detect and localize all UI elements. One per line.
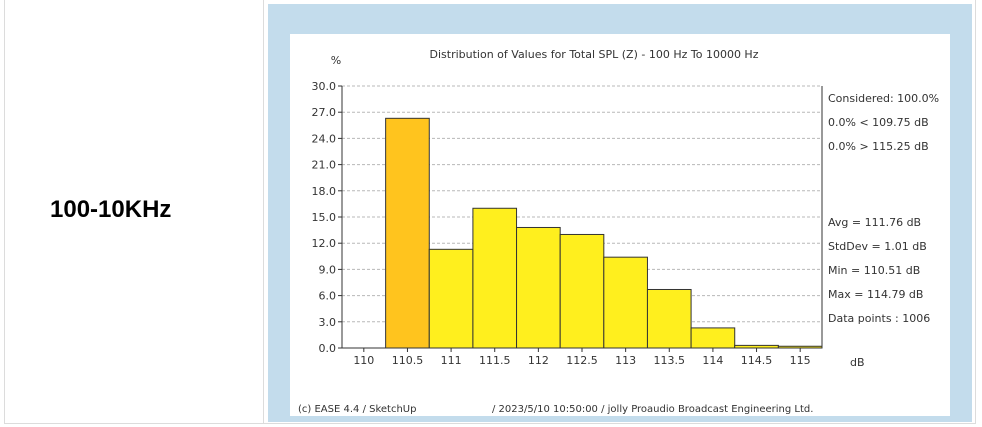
stats-line: Min = 110.51 dB xyxy=(828,264,920,277)
y-tick-label: 15.0 xyxy=(312,211,337,224)
histogram-chart: Distribution of Values for Total SPL (Z)… xyxy=(290,34,950,416)
axes xyxy=(338,85,823,352)
x-tick-labels: 110 110.5 111 111.5 112 112.5 113 113.5 114 114.5… xyxy=(353,354,810,367)
bars xyxy=(385,117,823,349)
histogram-bar xyxy=(472,207,518,349)
stats-panel: Considered: 100.0% 0.0% < 109.75 dB 0.0% >… xyxy=(828,92,939,325)
y-axis-label: % xyxy=(331,54,341,67)
x-tick-label: 112.5 xyxy=(566,354,598,367)
x-tick-label: 114.5 xyxy=(741,354,773,367)
y-tick-label: 30.0 xyxy=(312,80,337,93)
histogram-bar xyxy=(516,226,561,349)
histogram-bar xyxy=(603,256,648,349)
y-tick-label: 12.0 xyxy=(312,237,337,250)
stats-line: Considered: 100.0% xyxy=(828,92,939,105)
histogram-bar xyxy=(690,327,736,349)
y-tick-label: 27.0 xyxy=(312,106,337,119)
histogram-bar xyxy=(428,248,474,349)
table-frame xyxy=(4,0,976,424)
y-tick-label: 24.0 xyxy=(312,132,337,145)
histogram-bar xyxy=(385,117,430,349)
x-tick-label: 113.5 xyxy=(654,354,686,367)
column-divider xyxy=(263,0,264,424)
y-tick-label: 21.0 xyxy=(312,159,337,172)
histogram-bar xyxy=(646,288,692,349)
x-tick-label: 110 xyxy=(353,354,374,367)
y-tick-label: 6.0 xyxy=(319,290,337,303)
x-tick-label: 110.5 xyxy=(392,354,424,367)
y-tick-label: 3.0 xyxy=(319,316,337,329)
x-tick-label: 111.5 xyxy=(479,354,511,367)
y-tick-label: 18.0 xyxy=(312,185,337,198)
x-tick-label: 115 xyxy=(790,354,811,367)
x-tick-label: 112 xyxy=(528,354,549,367)
stats-line: StdDev = 1.01 dB xyxy=(828,240,927,253)
y-tick-labels: 0.0 3.0 6.0 9.0 12.0 15.0 18.0 21.0 24.0 27.0 30.0 xyxy=(312,80,337,355)
footer-left: (c) EASE 4.4 / SketchUp xyxy=(298,404,416,415)
chart-title: Distribution of Values for Total SPL (Z)… xyxy=(430,48,759,61)
y-tick-label: 0.0 xyxy=(319,342,337,355)
chart-panel: Distribution of Values for Total SPL (Z)… xyxy=(268,4,972,422)
x-tick-label: 114 xyxy=(702,354,723,367)
x-tick-label: 113 xyxy=(615,354,636,367)
x-axis-label: dB xyxy=(850,356,865,369)
x-tick-label: 111 xyxy=(441,354,462,367)
stats-line: 0.0% < 109.75 dB xyxy=(828,116,929,129)
histogram-bar xyxy=(559,233,605,349)
stats-line: Avg = 111.76 dB xyxy=(828,216,921,229)
footer-right: / 2023/5/10 10:50:00 / jolly Proaudio Br… xyxy=(492,404,813,415)
y-tick-label: 9.0 xyxy=(319,263,337,276)
stats-line: 0.0% > 115.25 dB xyxy=(828,140,929,153)
stats-line: Max = 114.79 dB xyxy=(828,288,923,301)
row-label: 100-10KHz xyxy=(50,196,172,223)
stats-line: Data points : 1006 xyxy=(828,312,930,325)
